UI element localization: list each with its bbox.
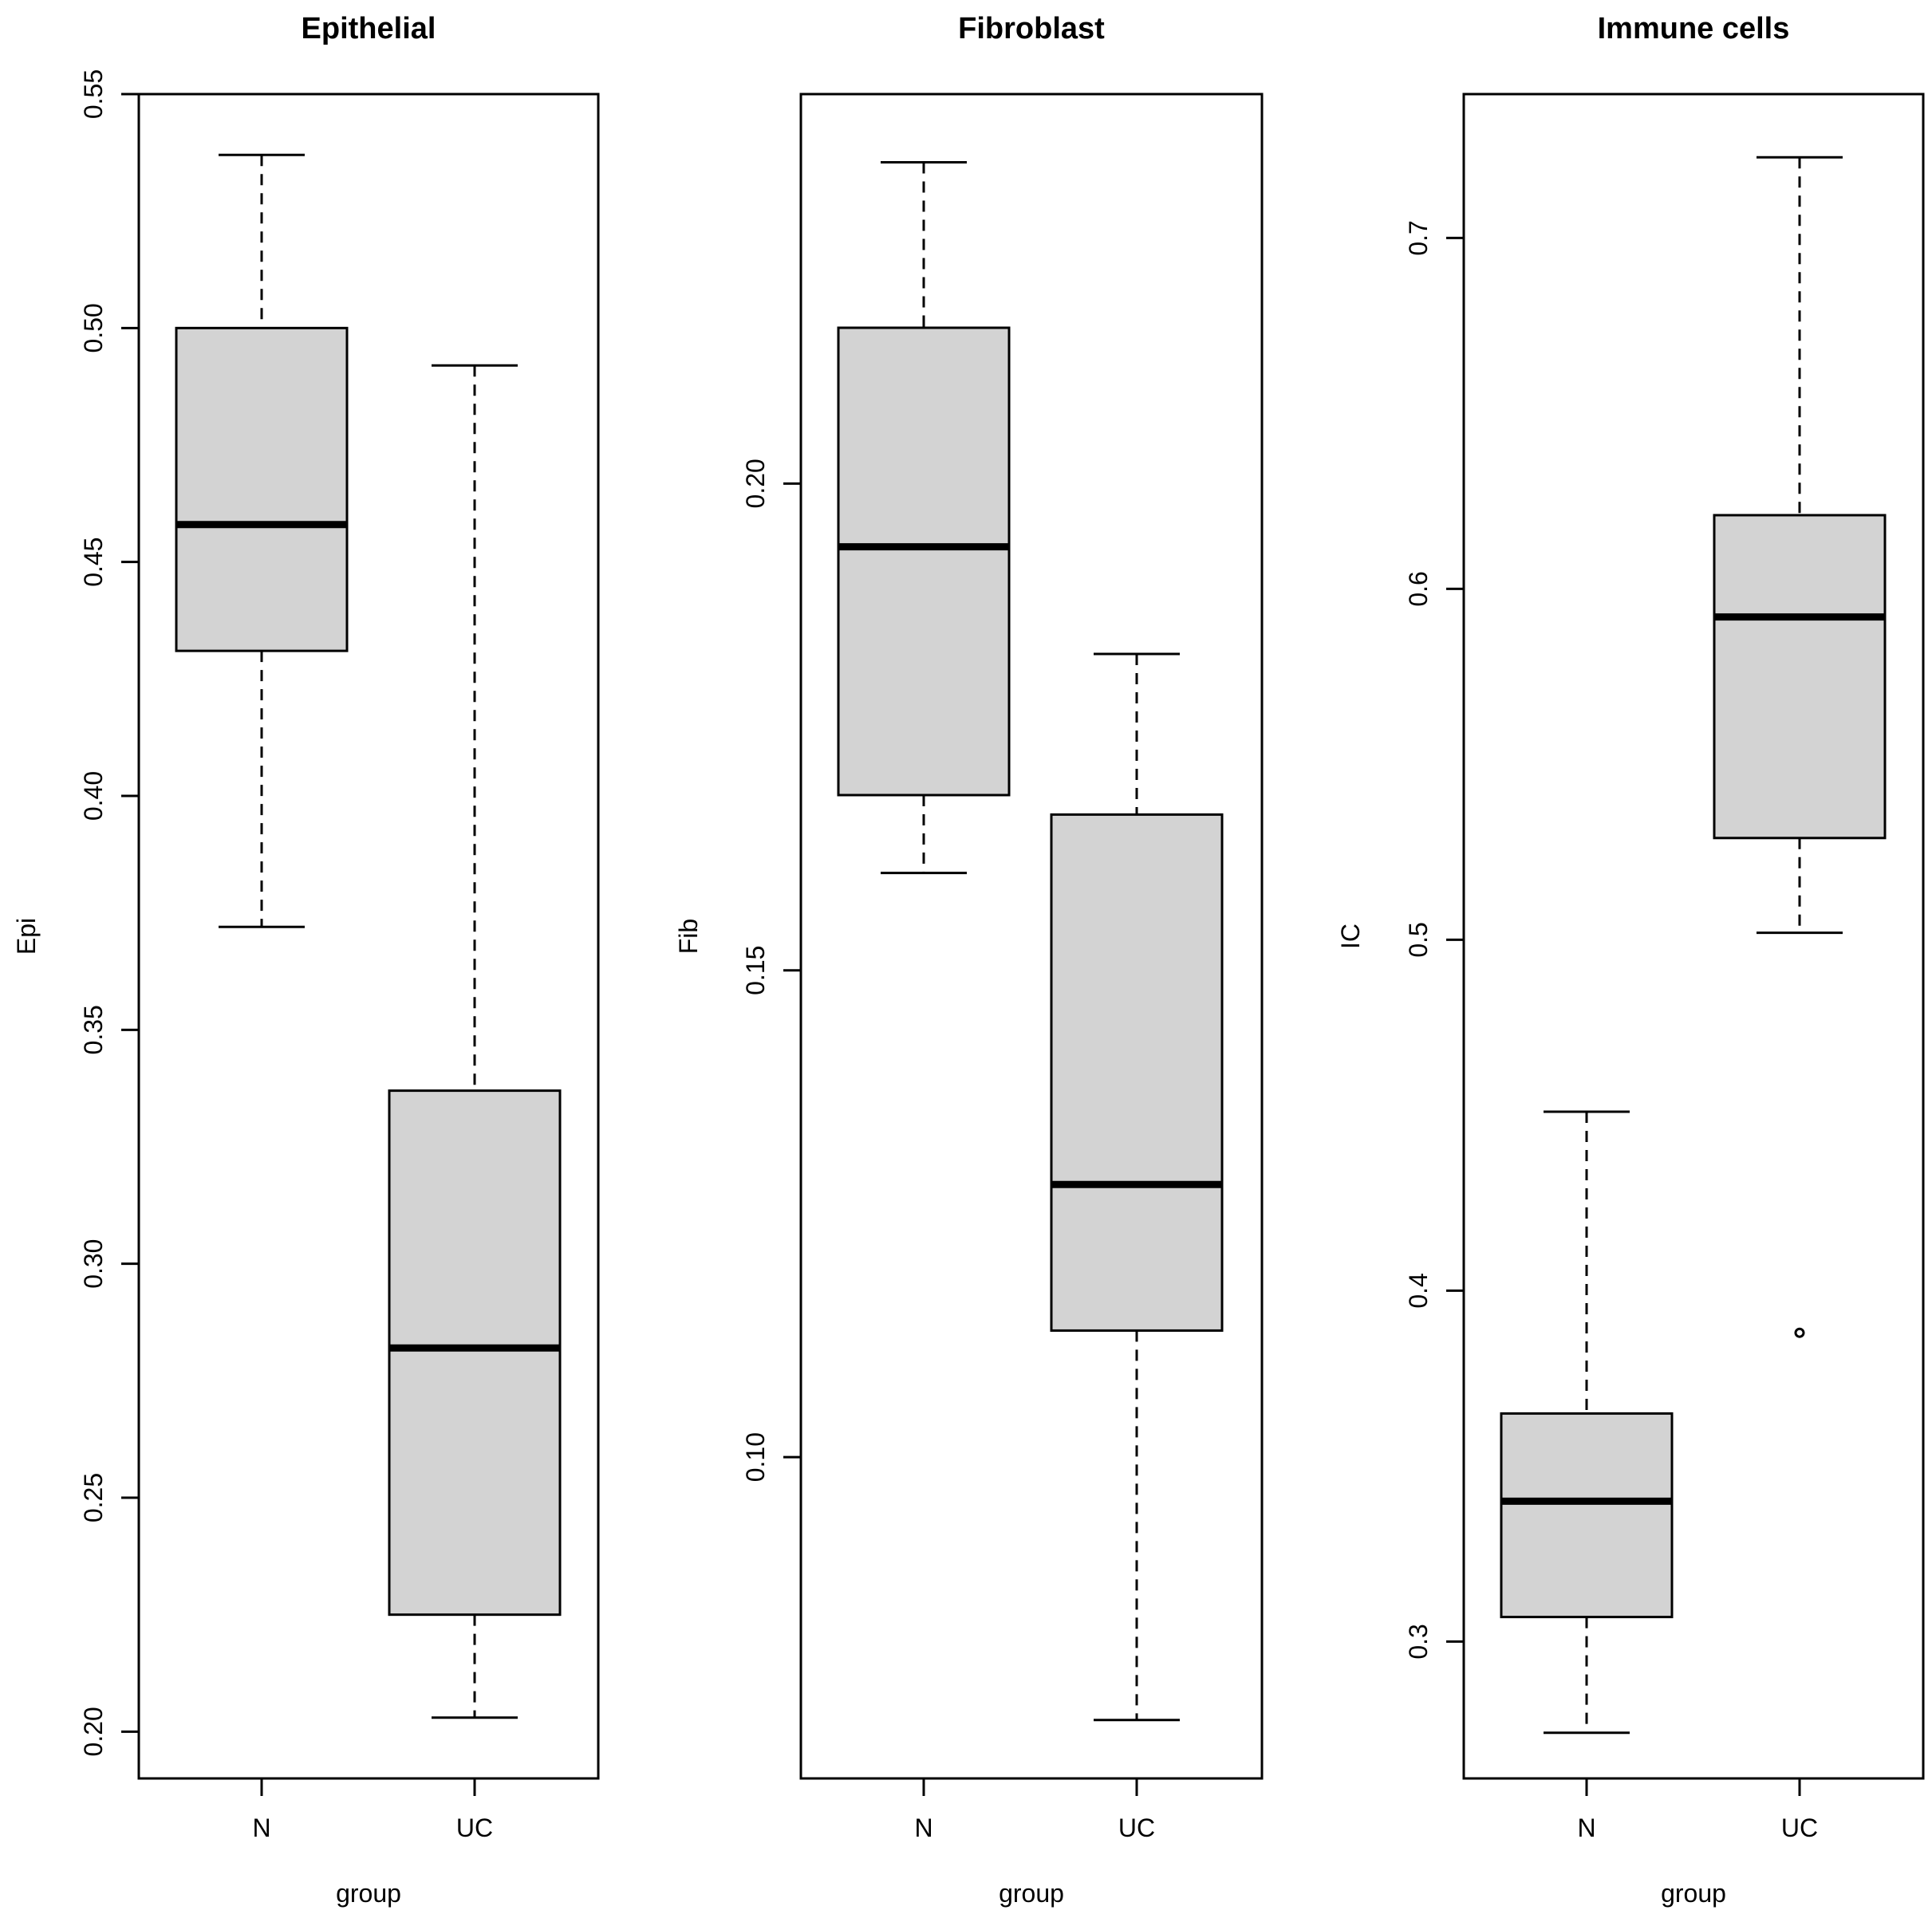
boxes: [837, 160, 1224, 1722]
y-tick-label: 0.7: [1404, 220, 1433, 255]
box-uc: [388, 364, 562, 1719]
y-tick-label: 0.6: [1404, 571, 1433, 606]
y-axis-label: Fib: [674, 919, 703, 954]
iqr-box: [837, 326, 1011, 797]
x-tick-label: UC: [456, 1814, 493, 1842]
y-tick-label: 0.3: [1404, 1624, 1433, 1659]
iqr-box: [1050, 813, 1224, 1332]
y-axis-label: Epi: [12, 918, 41, 955]
y-axis-label: IC: [1336, 924, 1365, 949]
panel-title: Epithelial: [302, 12, 436, 45]
panel-title: Immune cells: [1598, 12, 1790, 45]
x-tick-label: UC: [1118, 1814, 1155, 1842]
box-n: [837, 160, 1011, 875]
x-tick-label: N: [1577, 1814, 1595, 1842]
panel-title: Fibroblast: [958, 12, 1105, 45]
y-tick-label: 0.10: [741, 1432, 770, 1482]
y-tick-label: 0.5: [1404, 922, 1433, 957]
box-n: [175, 153, 349, 928]
box-uc: [1713, 156, 1887, 1338]
y-tick-label: 0.50: [79, 303, 108, 352]
y-tick-label: 0.30: [79, 1239, 108, 1289]
x-ticks: N UC: [252, 1777, 493, 1842]
outlier-point: [1794, 1327, 1805, 1338]
y-ticks: 0.10 0.15 0.20: [741, 459, 801, 1482]
panel-immune-cells: Immune cells IC group 0.3 0.4 0.5 0.6 0.7 N U…: [1336, 12, 1925, 1908]
x-ticks: N UC: [1577, 1777, 1818, 1842]
y-tick-label: 0.25: [79, 1473, 108, 1522]
iqr-box: [388, 1089, 562, 1617]
iqr-box: [1500, 1412, 1674, 1619]
panel-epithelial: Epithelial Epi group 0.20 0.25 0.30 0.35 0.4…: [12, 12, 600, 1908]
y-tick-label: 0.45: [79, 538, 108, 587]
x-tick-label: UC: [1781, 1814, 1818, 1842]
y-tick-label: 0.20: [741, 459, 770, 508]
y-tick-label: 0.20: [79, 1707, 108, 1756]
y-tick-label: 0.40: [79, 771, 108, 821]
y-tick-label: 0.55: [79, 69, 108, 119]
x-axis-label: group: [1661, 1879, 1726, 1908]
x-tick-label: N: [914, 1814, 932, 1842]
box-uc: [1050, 652, 1224, 1722]
box-n: [1500, 1110, 1674, 1735]
x-axis-label: group: [336, 1879, 401, 1908]
boxes: [1500, 156, 1887, 1735]
x-axis-label: group: [999, 1879, 1064, 1908]
y-tick-label: 0.35: [79, 1005, 108, 1054]
panel-fibroblast: Fibroblast Fib group 0.10 0.15 0.20 N UC: [674, 12, 1264, 1908]
y-ticks: 0.3 0.4 0.5 0.6 0.7: [1404, 220, 1464, 1660]
boxes: [175, 153, 562, 1719]
x-tick-label: N: [252, 1814, 270, 1842]
y-tick-label: 0.15: [741, 946, 770, 995]
iqr-box: [175, 326, 349, 652]
y-ticks: 0.20 0.25 0.30 0.35 0.40 0.45 0.50 0.55: [79, 69, 139, 1756]
y-tick-label: 0.4: [1404, 1273, 1433, 1308]
iqr-box: [1713, 514, 1887, 840]
x-ticks: N UC: [914, 1777, 1155, 1842]
